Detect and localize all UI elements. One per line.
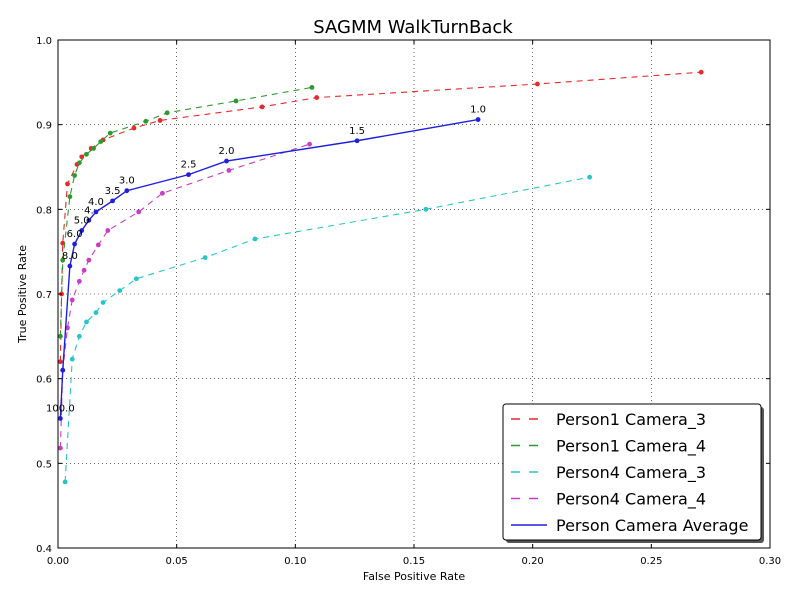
- data-point: [124, 188, 129, 193]
- x-axis-label: False Positive Rate: [363, 570, 465, 583]
- data-point: [77, 279, 82, 284]
- data-point: [423, 207, 428, 212]
- data-point: [65, 182, 70, 187]
- data-point: [58, 334, 63, 339]
- y-tick-label: 0.5: [36, 459, 52, 470]
- data-point: [226, 168, 231, 173]
- data-point: [58, 359, 63, 364]
- legend-entry-label: Person1 Camera_3: [556, 410, 706, 430]
- data-point: [72, 173, 77, 178]
- data-point: [105, 228, 110, 233]
- data-point: [165, 110, 170, 115]
- data-point: [67, 194, 72, 199]
- data-point: [355, 138, 360, 143]
- data-point: [84, 152, 89, 157]
- data-point: [476, 117, 481, 122]
- y-tick-label: 0.6: [36, 375, 52, 386]
- data-point: [260, 104, 265, 109]
- threshold-label: 8.0: [62, 251, 78, 262]
- data-point: [587, 175, 592, 180]
- data-point: [98, 139, 103, 144]
- data-point: [77, 334, 82, 339]
- threshold-label: 5.0: [74, 216, 90, 227]
- x-tick-label: 0.10: [284, 556, 306, 567]
- threshold-label: 3.0: [119, 176, 135, 187]
- threshold-label: 3.5: [105, 186, 121, 197]
- threshold-label: 2.5: [181, 160, 197, 171]
- data-point: [143, 119, 148, 124]
- y-axis-label: True Positive Rate: [16, 245, 29, 344]
- annotation-layer: 1.0 1.5 2.0 2.5 3.03.54.04.5.0 6.0 8.0 100.0: [46, 105, 486, 415]
- data-point: [117, 288, 122, 293]
- data-point: [77, 160, 82, 165]
- x-tick-label: 0.15: [403, 556, 425, 567]
- legend-entry-label: Person1 Camera_4: [556, 437, 706, 457]
- data-point: [310, 85, 315, 90]
- data-point: [60, 368, 65, 373]
- chart-title: SAGMM WalkTurnBack: [313, 17, 513, 38]
- x-tick-label: 0.00: [47, 556, 69, 567]
- data-point: [101, 300, 106, 305]
- data-point: [110, 198, 115, 203]
- data-point: [96, 242, 101, 247]
- data-point: [63, 480, 68, 485]
- data-point: [91, 146, 96, 151]
- data-point: [58, 446, 63, 451]
- data-point: [108, 131, 113, 136]
- y-tick-label: 0.7: [36, 290, 52, 301]
- legend-entry-label: Person4 Camera_3: [556, 463, 706, 483]
- data-point: [132, 126, 137, 131]
- data-point: [94, 209, 99, 214]
- data-point: [160, 191, 165, 196]
- data-point: [314, 95, 319, 100]
- data-point: [86, 258, 91, 263]
- threshold-label: 1.0: [470, 105, 486, 116]
- y-tick-label: 0.4: [36, 544, 52, 555]
- data-point: [234, 99, 239, 104]
- series-line-4: [60, 120, 478, 419]
- series-line-3: [60, 144, 309, 448]
- data-point: [72, 242, 77, 247]
- threshold-label: 1.5: [349, 126, 365, 137]
- data-point: [70, 357, 75, 362]
- y-tick-label: 1.0: [36, 36, 52, 47]
- data-point: [158, 118, 163, 123]
- series-line-0: [60, 72, 701, 362]
- data-point: [203, 255, 208, 260]
- x-tick-label: 0.25: [640, 556, 662, 567]
- data-point: [134, 276, 139, 281]
- data-point: [535, 82, 540, 87]
- y-tick-label: 0.9: [36, 121, 52, 132]
- x-tick-label: 0.20: [522, 556, 544, 567]
- legend-entry-label: Person4 Camera_4: [556, 490, 706, 510]
- legend-entry-label: Person Camera Average: [556, 516, 748, 535]
- data-point: [307, 142, 312, 147]
- data-point: [136, 209, 141, 214]
- x-tick-label: 0.05: [166, 556, 188, 567]
- data-point: [224, 159, 229, 164]
- data-point: [186, 172, 191, 177]
- data-point: [58, 416, 63, 421]
- legend: Person1 Camera_3 Person1 Camera_4 Person4 …: [503, 404, 764, 543]
- threshold-label: 6.0: [67, 229, 83, 240]
- threshold-label: 2.0: [219, 146, 235, 157]
- y-tick-label: 0.8: [36, 205, 52, 216]
- data-point: [70, 298, 75, 303]
- data-point: [82, 268, 87, 273]
- threshold-label: 100.0: [46, 403, 75, 414]
- data-point: [253, 237, 258, 242]
- data-point: [699, 70, 704, 75]
- x-tick-label: 0.30: [759, 556, 781, 567]
- data-point: [67, 264, 72, 269]
- data-point: [94, 310, 99, 315]
- data-point: [84, 320, 89, 325]
